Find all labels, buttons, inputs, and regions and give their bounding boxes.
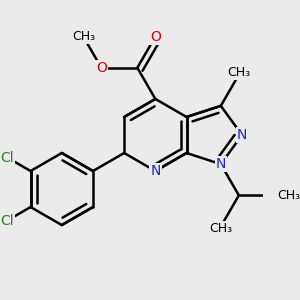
Text: N: N <box>216 157 226 171</box>
Text: CH₃: CH₃ <box>227 66 250 79</box>
Text: N: N <box>150 164 161 178</box>
Text: N: N <box>237 128 247 142</box>
Text: O: O <box>96 61 107 75</box>
Text: Cl: Cl <box>0 214 14 227</box>
Text: O: O <box>150 30 161 44</box>
Text: Cl: Cl <box>0 151 14 164</box>
Text: CH₃: CH₃ <box>72 30 95 43</box>
Text: CH₃: CH₃ <box>277 189 300 202</box>
Text: CH₃: CH₃ <box>209 222 232 236</box>
